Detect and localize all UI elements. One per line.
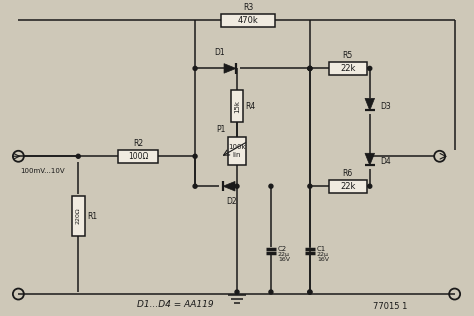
Circle shape bbox=[308, 184, 312, 188]
Circle shape bbox=[308, 290, 312, 294]
Text: P1: P1 bbox=[217, 125, 226, 134]
Text: R5: R5 bbox=[343, 51, 353, 60]
Text: C2: C2 bbox=[278, 246, 287, 252]
Text: C1: C1 bbox=[317, 246, 326, 252]
Text: R2: R2 bbox=[133, 139, 143, 148]
Text: R1: R1 bbox=[87, 212, 97, 221]
Bar bbox=[230, 90, 244, 122]
Polygon shape bbox=[365, 153, 374, 165]
Circle shape bbox=[235, 290, 239, 294]
Text: D1...D4 = AA119: D1...D4 = AA119 bbox=[137, 300, 213, 308]
Circle shape bbox=[269, 290, 273, 294]
Text: R4: R4 bbox=[246, 102, 256, 111]
Text: 220Ω: 220Ω bbox=[76, 208, 81, 224]
Circle shape bbox=[308, 290, 312, 294]
Circle shape bbox=[368, 154, 372, 158]
Text: 100Ω: 100Ω bbox=[128, 152, 148, 161]
Text: 470k: 470k bbox=[237, 16, 258, 25]
Circle shape bbox=[308, 66, 312, 70]
Bar bbox=[118, 150, 158, 163]
Text: D4: D4 bbox=[380, 157, 391, 166]
Bar bbox=[72, 196, 85, 236]
Circle shape bbox=[269, 184, 273, 188]
Text: 100k: 100k bbox=[228, 144, 246, 150]
Text: R3: R3 bbox=[243, 3, 253, 11]
Text: 77015 1: 77015 1 bbox=[373, 301, 407, 311]
Circle shape bbox=[235, 184, 239, 188]
Polygon shape bbox=[223, 181, 235, 191]
Text: D1: D1 bbox=[215, 48, 225, 58]
Text: 22k: 22k bbox=[340, 64, 356, 73]
Circle shape bbox=[193, 184, 197, 188]
Circle shape bbox=[368, 66, 372, 70]
Text: 100mV...10V: 100mV...10V bbox=[20, 168, 65, 174]
Polygon shape bbox=[365, 98, 374, 110]
Bar bbox=[329, 62, 367, 75]
Circle shape bbox=[193, 66, 197, 70]
Text: D2: D2 bbox=[227, 197, 237, 206]
Text: 22k: 22k bbox=[340, 182, 356, 191]
Text: 22μ
16V: 22μ 16V bbox=[317, 252, 329, 263]
Text: D3: D3 bbox=[380, 102, 391, 111]
Circle shape bbox=[193, 154, 197, 158]
Bar bbox=[220, 14, 275, 27]
Text: 22μ
16V: 22μ 16V bbox=[278, 252, 290, 263]
Circle shape bbox=[76, 154, 80, 158]
Circle shape bbox=[308, 66, 312, 70]
Bar bbox=[329, 180, 367, 193]
Text: lin: lin bbox=[233, 152, 241, 158]
Text: R6: R6 bbox=[343, 169, 353, 178]
Circle shape bbox=[308, 66, 312, 70]
Bar bbox=[228, 137, 246, 165]
Circle shape bbox=[368, 184, 372, 188]
Polygon shape bbox=[224, 64, 236, 73]
Text: 15k: 15k bbox=[234, 100, 240, 113]
